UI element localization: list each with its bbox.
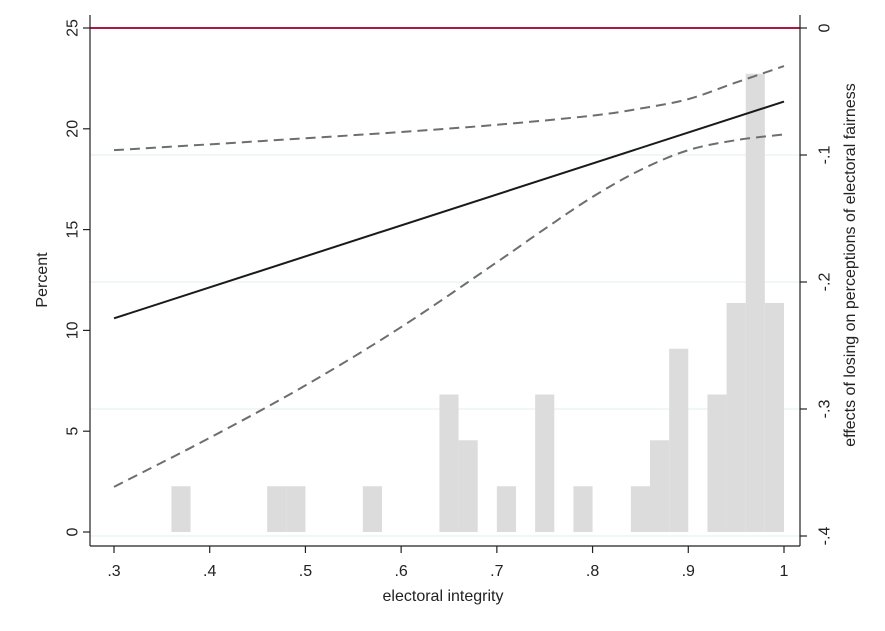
x-tick-label-3: .6 [394,563,407,580]
ci-lower-line [113,133,785,488]
axes [89,15,801,547]
histogram-bar-11 [669,348,689,532]
left-tick-label-2: 10 [65,321,82,339]
histogram-bar-4 [439,394,459,532]
ci-upper-line [113,65,785,152]
right-tick-label-4: -.4 [817,527,834,546]
left-tick-label-4: 20 [65,120,82,138]
lines-layer [90,27,800,488]
estimate-line [113,100,785,320]
histogram-bar-15 [764,302,784,532]
right-ticks: 0 -.1 -.2 -.3 -.4 [800,23,834,545]
right-tick-label-1: -.1 [817,146,834,165]
histogram-bar-2 [286,486,306,532]
x-tick-label-5: .8 [586,563,599,580]
x-axis-title: electoral integrity [383,588,504,605]
x-tick-label-6: .9 [682,563,695,580]
x-tick-label-7: 1 [780,563,789,580]
histogram-bar-10 [650,440,670,532]
histogram-bar-5 [458,440,478,532]
histogram-bar-9 [630,486,650,532]
left-tick-label-3: 15 [65,221,82,239]
histogram-bars [171,73,784,533]
x-tick-label-1: .4 [203,563,216,580]
left-ticks: 0 5 10 15 20 25 [65,19,90,536]
x-tick-label-0: .3 [107,563,120,580]
x-ticks: .3 .4 .5 .6 .7 .8 .9 1 [107,546,789,580]
left-tick-label-1: 5 [65,427,82,436]
histogram-bar-6 [496,486,516,532]
right-axis-title: effects of losing on perceptions of elec… [842,83,859,446]
right-tick-label-3: -.3 [817,400,834,419]
right-tick-label-0: 0 [817,23,834,32]
left-tick-label-0: 0 [65,527,82,536]
histogram-bar-12 [707,394,727,532]
histogram-bar-1 [267,486,287,532]
histogram-bar-0 [171,486,191,532]
histogram-bar-14 [745,73,765,533]
x-tick-label-2: .5 [299,563,312,580]
histogram-bar-13 [726,302,746,532]
left-tick-label-5: 25 [65,19,82,37]
histogram-bar-3 [362,486,382,532]
histogram-bar-8 [573,486,593,532]
histogram-bar-7 [535,394,555,532]
x-tick-label-4: .7 [490,563,503,580]
right-tick-label-2: -.2 [817,273,834,292]
left-axis-title: Percent [34,252,51,308]
